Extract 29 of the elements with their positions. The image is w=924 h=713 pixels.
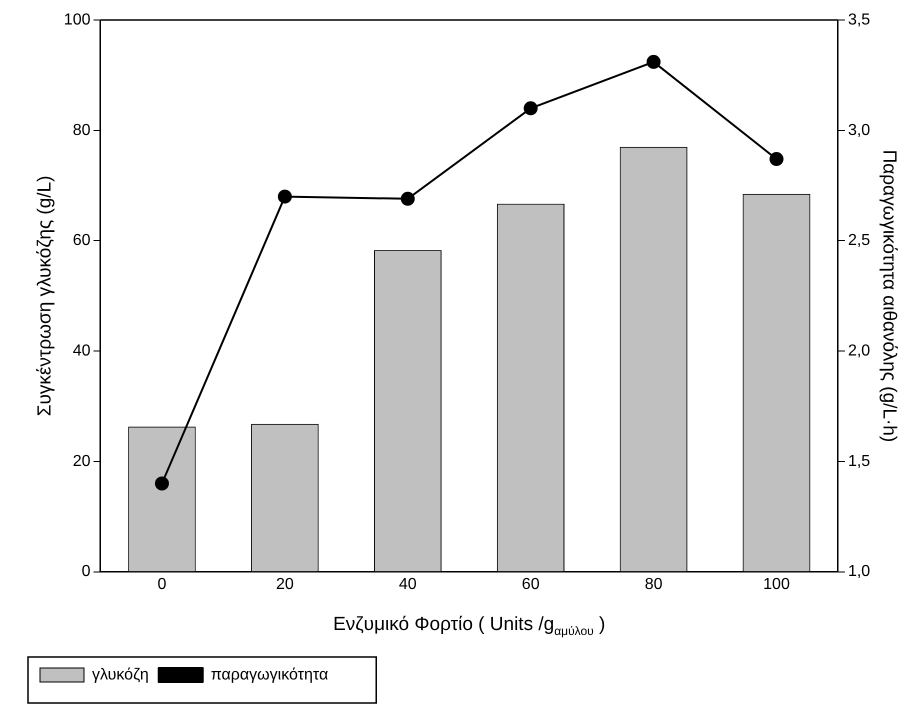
y-tick-label: 80 (72, 122, 91, 139)
legend-label: παραγωγικότητα (210, 666, 328, 684)
y2-tick-label: 2,5 (848, 232, 870, 250)
point (646, 54, 661, 69)
y-tick-label: 100 (64, 11, 91, 28)
x-tick-label: 40 (398, 576, 417, 593)
x-tick-label: 0 (157, 576, 166, 593)
legend-label: γλυκόζη (92, 666, 149, 684)
x-axis-title: Ενζυμικό Φορτίο ( Units /g$_{αμύλου}$ ) (332, 614, 606, 638)
y-axis-title: Συγκέντρωση γλυκόζης (g/L) (34, 176, 56, 416)
point (770, 152, 784, 166)
y-tick-label: 20 (72, 452, 91, 470)
y-tick-label: 0 (82, 563, 91, 580)
y-tick-label: 40 (72, 342, 91, 360)
point (278, 190, 292, 204)
x-tick-label: 100 (763, 576, 790, 593)
x-tick-label: 60 (522, 576, 540, 593)
y-tick-label: 60 (72, 232, 91, 250)
y2-tick-label: 1,5 (848, 452, 870, 470)
y2-tick-label: 1,0 (848, 563, 870, 580)
x-tick-label: 80 (644, 576, 663, 593)
y2-tick-label: 3,0 (848, 122, 870, 139)
x-tick-label: 20 (276, 576, 294, 593)
point (400, 192, 415, 206)
point (154, 476, 169, 491)
y2-tick-label: 2,0 (848, 342, 870, 360)
y2-tick-label: 3,5 (848, 11, 870, 28)
y2-axis-title: Παραγωγικότητα αιθανόλης (g/L·h) (878, 150, 900, 442)
point (524, 101, 538, 116)
